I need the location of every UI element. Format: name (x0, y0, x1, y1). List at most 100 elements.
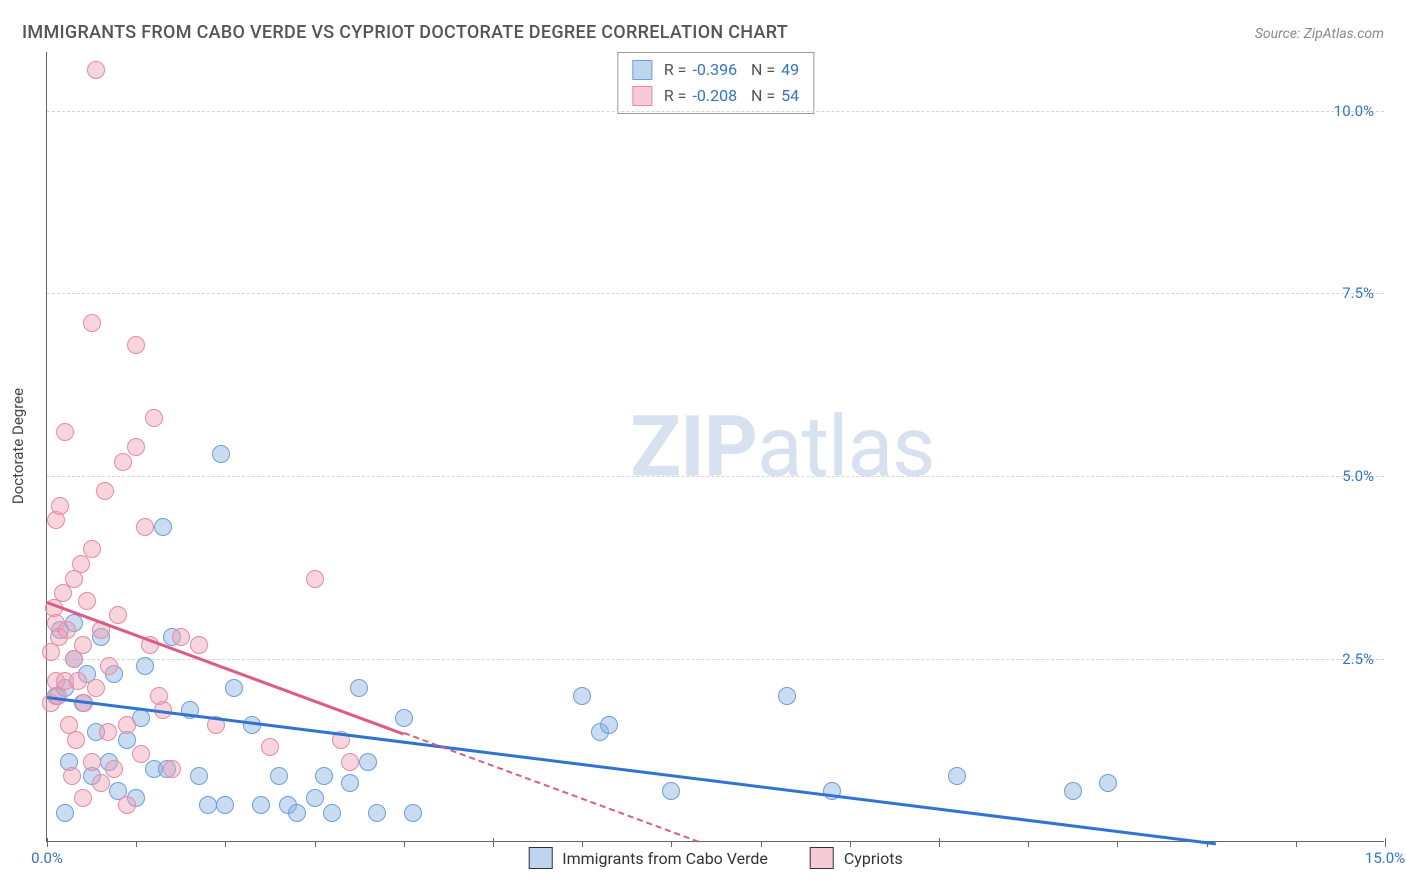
xtick-label: 15.0% (1365, 849, 1405, 867)
xtick (1385, 838, 1386, 847)
data-point (105, 760, 123, 778)
data-point (288, 804, 306, 822)
data-point (58, 621, 76, 639)
legend-label: Immigrants from Cabo Verde (562, 849, 768, 868)
stats-legend: R = -0.396 N = 49 R = -0.208 N = 54 (617, 52, 814, 114)
data-point (212, 445, 230, 463)
data-point (127, 336, 145, 354)
xtick-minor (315, 841, 316, 847)
swatch-pink (632, 86, 652, 106)
data-point (395, 709, 413, 727)
data-point (118, 796, 136, 814)
data-point (261, 738, 279, 756)
ytick-label: 5.0% (1342, 467, 1374, 485)
xtick-minor (1296, 841, 1297, 847)
data-point (306, 570, 324, 588)
y-axis-label: Doctorate Degree (9, 388, 27, 504)
data-point (778, 687, 796, 705)
data-point (100, 657, 118, 675)
data-point (118, 716, 136, 734)
data-point (83, 314, 101, 332)
data-point (69, 672, 87, 690)
data-point (270, 767, 288, 785)
data-point (56, 423, 74, 441)
gridline (47, 293, 1384, 294)
xtick-minor (404, 841, 405, 847)
gridline (47, 476, 1384, 477)
data-point (190, 767, 208, 785)
data-point (199, 796, 217, 814)
regression-line (47, 696, 1216, 845)
data-point (341, 774, 359, 792)
stats-row: R = -0.396 N = 49 (632, 57, 799, 83)
gridline (47, 111, 1384, 112)
data-point (190, 636, 208, 654)
xtick (493, 838, 494, 847)
xtick-minor (850, 841, 851, 847)
xtick-minor (671, 841, 672, 847)
data-point (600, 716, 618, 734)
stat-label: N = (743, 57, 775, 83)
ytick-label: 10.0% (1334, 102, 1374, 120)
swatch-blue (632, 60, 652, 80)
stat-label: R = (664, 83, 687, 109)
xtick-minor (225, 841, 226, 847)
gridline (47, 659, 1384, 660)
legend-swatch-pink (810, 847, 834, 869)
data-point (136, 518, 154, 536)
source-text: Source: ZipAtlas.com (1255, 26, 1384, 42)
data-point (359, 753, 377, 771)
stat-label: N = (743, 83, 775, 109)
data-point (87, 679, 105, 697)
legend-swatch-blue (528, 847, 552, 869)
stat-value: -0.208 (692, 83, 737, 109)
data-point (78, 592, 96, 610)
data-point (306, 789, 324, 807)
data-point (225, 679, 243, 697)
data-point (132, 745, 150, 763)
data-point (56, 804, 74, 822)
xtick-minor (582, 841, 583, 847)
data-point (216, 796, 234, 814)
data-point (127, 438, 145, 456)
data-point (83, 753, 101, 771)
data-point (109, 606, 127, 624)
data-point (83, 540, 101, 558)
xtick (939, 838, 940, 847)
data-point (1099, 774, 1117, 792)
xtick-minor (1117, 841, 1118, 847)
legend-label: Cypriots (844, 849, 903, 868)
data-point (74, 636, 92, 654)
stat-value: 49 (781, 57, 799, 83)
data-point (96, 482, 114, 500)
data-point (67, 731, 85, 749)
ytick-label: 7.5% (1342, 284, 1374, 302)
chart-title: IMMIGRANTS FROM CABO VERDE VS CYPRIOT DO… (22, 22, 788, 43)
data-point (573, 687, 591, 705)
stat-value: 54 (781, 83, 799, 109)
data-point (163, 760, 181, 778)
xtick-minor (761, 841, 762, 847)
data-point (1064, 782, 1082, 800)
data-point (315, 767, 333, 785)
xtick (47, 838, 48, 847)
data-point (350, 679, 368, 697)
data-point (252, 796, 270, 814)
bottom-legend: Immigrants from Cabo Verde Cypriots (528, 847, 903, 869)
data-point (323, 804, 341, 822)
xtick-label: 0.0% (31, 849, 63, 867)
data-point (99, 723, 117, 741)
data-point (154, 518, 172, 536)
data-point (92, 774, 110, 792)
data-point (368, 804, 386, 822)
data-point (51, 497, 69, 515)
watermark: ZIPatlas (630, 397, 934, 496)
ytick-label: 2.5% (1342, 650, 1374, 668)
data-point (63, 767, 81, 785)
data-point (136, 657, 154, 675)
stats-row: R = -0.208 N = 54 (632, 83, 799, 109)
data-point (662, 782, 680, 800)
data-point (341, 753, 359, 771)
stat-label: R = (664, 57, 687, 83)
plot-area: ZIPatlas R = -0.396 N = 49 R = -0.208 N … (46, 52, 1384, 842)
